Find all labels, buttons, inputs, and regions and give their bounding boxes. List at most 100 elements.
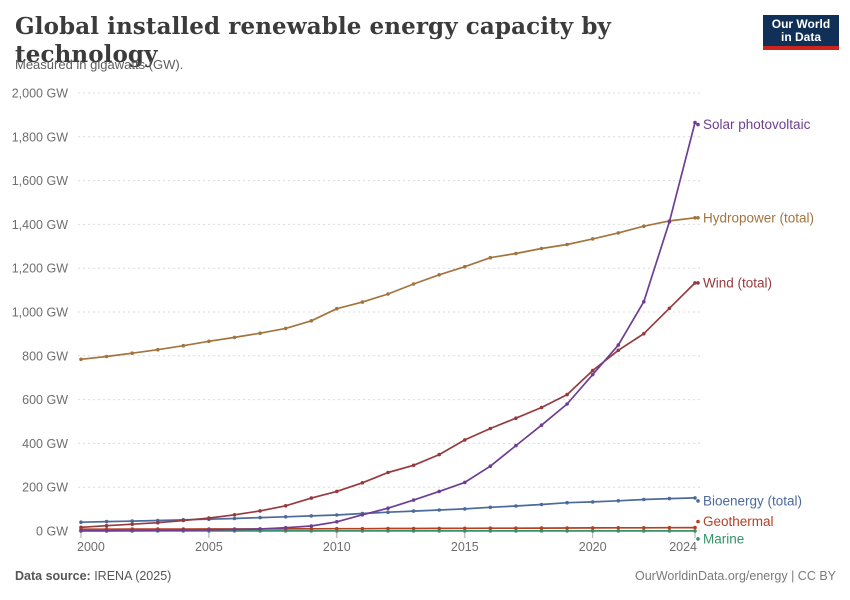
y-axis-tick-label: 1,800 GW [12, 130, 68, 144]
data-point-bioenergy-total-2024 [693, 496, 697, 500]
data-point-solar-photovoltaic-2023 [667, 220, 672, 224]
owid-logo-line2: in Data [780, 30, 821, 44]
data-point-solar-photovoltaic-2017 [514, 443, 518, 448]
data-point-solar-photovoltaic-2022 [642, 299, 646, 304]
y-axis-tick-label: 1,400 GW [12, 218, 68, 232]
data-point-solar-photovoltaic-2003 [156, 528, 160, 533]
data-point-wind-total-2002 [130, 522, 134, 526]
data-point-solar-photovoltaic-2021 [616, 343, 621, 347]
x-axis-tick-label: 2005 [195, 540, 223, 554]
data-point-bioenergy-total-2012 [386, 510, 390, 514]
data-point-geothermal-2020 [590, 526, 595, 530]
series-label-dot-bioenergy-total [696, 499, 700, 503]
data-point-solar-photovoltaic-2018 [539, 423, 544, 428]
data-point-wind-total-2021 [616, 348, 621, 353]
series-label-solar-photovoltaic[interactable]: Solar photovoltaic [703, 117, 811, 132]
data-point-solar-photovoltaic-2019 [565, 402, 569, 406]
data-point-geothermal-2016 [488, 526, 493, 530]
data-point-marine-2022 [642, 529, 646, 533]
series-label-wind-total[interactable]: Wind (total) [703, 275, 772, 290]
series-label-dot-wind-total [696, 281, 700, 285]
owid-logo[interactable]: Our World in Data [763, 15, 839, 50]
data-point-marine-2020 [590, 529, 595, 533]
x-axis-tick-label: 2024 [669, 540, 697, 554]
series-label-dot-solar-photovoltaic [696, 122, 700, 127]
series-label-geothermal[interactable]: Geothermal [703, 514, 774, 529]
data-point-wind-total-2010 [335, 489, 339, 494]
data-point-bioenergy-total-2018 [539, 502, 544, 507]
y-axis-tick-label: 800 GW [22, 349, 68, 363]
data-point-geothermal-2014 [437, 526, 442, 531]
data-point-hydropower-total-2010 [335, 306, 339, 311]
data-point-bioenergy-total-2007 [258, 515, 262, 520]
data-point-marine-2017 [514, 529, 518, 533]
series-line-bioenergy-total[interactable] [80, 497, 696, 524]
y-axis-tick-label: 1,600 GW [12, 174, 68, 188]
data-point-bioenergy-total-2010 [335, 513, 339, 517]
x-axis-tick-label: 2020 [579, 540, 607, 554]
series-label-bioenergy-total[interactable]: Bioenergy (total) [703, 493, 802, 508]
data-point-solar-photovoltaic-2008 [283, 525, 288, 530]
data-point-solar-photovoltaic-2004 [181, 528, 186, 532]
data-point-wind-total-2016 [488, 426, 493, 431]
data-point-solar-photovoltaic-2014 [437, 489, 442, 494]
data-point-wind-total-2004 [181, 518, 186, 523]
data-point-solar-photovoltaic-2016 [488, 464, 493, 469]
data-point-marine-2016 [488, 529, 493, 533]
data-point-solar-photovoltaic-2013 [411, 498, 416, 502]
data-point-bioenergy-total-2021 [616, 499, 621, 503]
data-point-hydropower-total-2003 [156, 347, 160, 352]
data-point-hydropower-total-2012 [386, 292, 390, 296]
data-point-wind-total-2013 [411, 463, 416, 468]
data-point-marine-2019 [565, 529, 569, 533]
footer-license-link[interactable]: OurWorldinData.org/energy | CC BY [634, 569, 836, 583]
data-point-wind-total-2003 [156, 520, 160, 525]
data-point-wind-total-2014 [437, 452, 442, 457]
x-axis-tick-label: 2015 [451, 540, 479, 554]
data-point-bioenergy-total-2017 [514, 504, 518, 508]
data-point-wind-total-2006 [232, 513, 237, 517]
data-point-bioenergy-total-2023 [667, 496, 672, 501]
series-label-dot-marine [696, 537, 700, 541]
data-point-geothermal-2023 [667, 525, 672, 530]
series-line-hydropower-total[interactable] [80, 216, 696, 361]
series-label-dot-geothermal [696, 519, 700, 524]
owid-logo-line1: Our World [771, 17, 831, 31]
data-point-geothermal-2009 [309, 527, 314, 531]
data-point-hydropower-total-2007 [258, 331, 262, 336]
data-point-wind-total-2017 [514, 416, 518, 421]
series-line-wind-total[interactable] [80, 282, 696, 529]
data-point-wind-total-2011 [360, 481, 365, 485]
data-point-geothermal-2021 [616, 526, 621, 530]
data-point-solar-photovoltaic-2001 [104, 529, 109, 533]
series-label-marine[interactable]: Marine [703, 531, 744, 546]
data-point-hydropower-total-2021 [616, 231, 621, 235]
data-point-hydropower-total-2006 [232, 335, 237, 340]
data-point-geothermal-2010 [335, 526, 339, 531]
data-point-wind-total-2012 [386, 470, 390, 475]
data-point-geothermal-2018 [539, 526, 544, 530]
data-point-solar-photovoltaic-2005 [207, 528, 211, 532]
data-point-hydropower-total-2011 [360, 300, 365, 304]
data-point-bioenergy-total-2006 [232, 516, 237, 521]
series-label-dot-hydropower-total [696, 216, 700, 220]
data-point-hydropower-total-2009 [309, 319, 314, 323]
y-axis-tick-label: 1,000 GW [12, 306, 68, 320]
data-point-geothermal-2013 [411, 526, 416, 531]
data-point-bioenergy-total-2013 [411, 509, 416, 513]
data-point-geothermal-2024 [693, 525, 697, 530]
data-point-geothermal-2011 [360, 526, 365, 531]
data-point-solar-photovoltaic-2015 [463, 480, 467, 485]
data-point-marine-2018 [539, 529, 544, 533]
data-point-geothermal-2019 [565, 526, 569, 530]
data-point-hydropower-total-2013 [411, 282, 416, 286]
data-point-hydropower-total-2015 [463, 264, 467, 269]
series-label-hydropower-total[interactable]: Hydropower (total) [703, 210, 814, 225]
series-line-solar-photovoltaic[interactable] [80, 121, 696, 532]
data-point-wind-total-2005 [207, 516, 211, 520]
data-point-bioenergy-total-2016 [488, 505, 493, 510]
data-point-solar-photovoltaic-2010 [335, 520, 339, 524]
data-point-bioenergy-total-2014 [437, 508, 442, 512]
data-point-hydropower-total-2020 [590, 237, 595, 241]
data-point-solar-photovoltaic-2012 [386, 506, 390, 511]
